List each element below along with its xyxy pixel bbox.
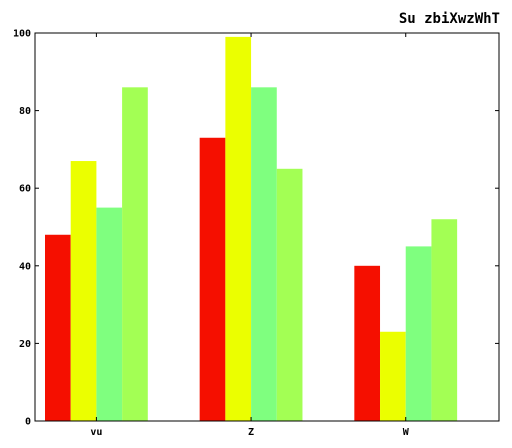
y-tick-label: 40 — [19, 261, 31, 272]
bar-w-3 — [405, 246, 432, 421]
x-tick-label: Z — [248, 427, 254, 438]
bar-vu-2 — [70, 161, 97, 422]
bar-vu-4 — [122, 87, 148, 421]
x-tick-label: W — [403, 427, 410, 438]
bar-z-2 — [225, 36, 252, 421]
bar-w-2 — [380, 331, 406, 421]
y-tick-label: 0 — [25, 417, 31, 428]
bar-z-4 — [276, 168, 303, 421]
bar-z-3 — [251, 87, 277, 421]
y-tick-label: 20 — [19, 339, 31, 350]
bar-vu-3 — [96, 207, 123, 421]
bar-z-1 — [199, 137, 226, 421]
plot-frame — [34, 32, 500, 422]
x-tick-label: vu — [90, 427, 102, 438]
bars-group — [45, 36, 458, 422]
y-tick-label: 60 — [19, 184, 31, 195]
y-tick-label: 100 — [13, 29, 31, 40]
bar-vu-1 — [45, 234, 71, 421]
chart-title: Su zbiXwzWhT — [399, 11, 500, 27]
y-tick-label: 80 — [19, 106, 31, 117]
ticks-group: vu Z W 0 20 40 60 80 100 — [13, 29, 499, 438]
bar-w-1 — [354, 265, 381, 421]
bar-w-4 — [431, 219, 458, 421]
